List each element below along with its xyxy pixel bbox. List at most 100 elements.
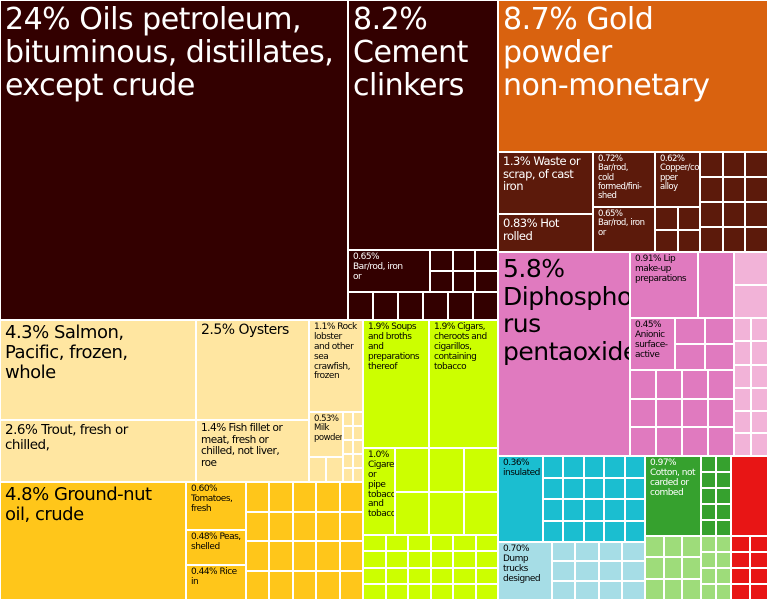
filler-tile — [604, 477, 625, 499]
tile-oils-petroleum: 24% Oils petroleum, bituminous, distilla… — [0, 0, 348, 320]
filler-tile — [701, 504, 716, 520]
filler-tile — [269, 570, 293, 600]
tile-label-ground-nut-oil: 4.8% Ground-nut oil, crude — [5, 484, 152, 525]
tile-label-bar-rod-iron: 0.65% Bar/rod, iron or — [598, 209, 645, 238]
filler-tile — [749, 536, 768, 552]
tile-label-cement-clinkers: 8.2% Cement clinkers — [353, 2, 468, 103]
tile-copper-alloy: 0.62% Copper/co- pper alloy — [655, 152, 700, 207]
filler-tile — [316, 541, 340, 571]
filler-tile — [701, 520, 716, 536]
filler-tile — [552, 580, 576, 600]
filler-tile — [716, 504, 731, 520]
tile-label-cotton: 0.97% Cotton, not carded or combed — [650, 458, 696, 498]
filler-tile — [246, 541, 270, 571]
filler-tile — [543, 456, 564, 478]
tile-oysters: 2.5% Oysters — [196, 320, 309, 420]
tile-rice: 0.44% Rice in — [186, 565, 246, 600]
tile-label-milk-powder: 0.53% Milk powder — [314, 414, 343, 443]
tile-label-fish-fillet: 1.4% Fish fillet or meat, fresh or chill… — [201, 422, 283, 469]
filler-tile — [749, 568, 768, 584]
filler-tile — [575, 580, 599, 600]
filler-tile — [645, 557, 664, 579]
filler-tile — [621, 542, 645, 562]
tile-cigarette-tobacco: 1.0% Cigarette or pipe tobacco and tobac… — [363, 448, 395, 535]
tile-label-salt: 0.65% Bar/rod, iron or — [353, 252, 403, 282]
filler-tile — [722, 152, 746, 177]
filler-tile — [475, 551, 498, 568]
filler-tile — [339, 482, 363, 512]
filler-tile — [430, 583, 453, 600]
filler-tile — [395, 448, 430, 492]
filler-tile — [429, 448, 464, 492]
filler-tile — [430, 567, 453, 584]
tile-hot-rolled: 0.83% Hot rolled — [498, 214, 593, 252]
filler-tile — [716, 584, 731, 600]
filler-tile — [292, 511, 317, 541]
filler-tile — [656, 398, 682, 428]
filler-tile — [624, 456, 645, 478]
tile-label-peas: 0.48% Peas, shelled — [191, 532, 241, 552]
filler-tile — [292, 541, 317, 571]
filler-tile — [385, 535, 408, 552]
filler-tile — [269, 541, 293, 571]
filler-tile — [734, 433, 751, 456]
filler-tile — [630, 398, 656, 428]
filler-tile — [655, 229, 678, 252]
filler-tile — [339, 541, 363, 571]
filler-tile — [348, 292, 373, 320]
filler-tile — [751, 341, 768, 365]
filler-tile — [731, 584, 750, 600]
filler-tile — [316, 511, 340, 541]
tile-salt: 0.65% Bar/rod, iron or — [348, 250, 430, 292]
filler-tile — [675, 318, 705, 344]
filler-tile — [751, 410, 768, 434]
filler-tile — [543, 520, 564, 542]
filler-tile — [700, 202, 723, 227]
filler-tile — [716, 552, 731, 568]
tile-label-cigars: 1.9% Cigars, cheroots and cigarillos, co… — [434, 322, 487, 372]
filler-tile — [722, 227, 746, 252]
filler-tile — [583, 520, 605, 542]
filler-tile — [408, 551, 431, 568]
filler-tile — [655, 207, 678, 230]
filler-tile — [475, 271, 498, 292]
filler-tile — [751, 364, 768, 388]
filler-tile — [395, 491, 430, 535]
filler-tile — [453, 551, 476, 568]
filler-tile — [734, 341, 751, 365]
filler-tile — [423, 292, 448, 320]
filler-tile — [543, 499, 564, 521]
filler-tile — [343, 468, 353, 482]
filler-tile — [604, 520, 625, 542]
tile-trout: 2.6% Trout, fresh or chilled, — [0, 420, 196, 482]
tile-label-oils-petroleum: 24% Oils petroleum, bituminous, distilla… — [5, 2, 334, 103]
tile-label-anionic-surface-active: 0.45% Anionic surface- active — [635, 320, 668, 360]
tile-label-cigarette-tobacco: 1.0% Cigarette or pipe tobacco and tobac… — [368, 450, 395, 520]
filler-tile — [563, 520, 584, 542]
filler-tile — [734, 410, 751, 434]
filler-tile — [575, 542, 599, 562]
tile-tomatoes: 0.60% Tomatoes, fresh — [186, 482, 246, 530]
filler-tile — [716, 536, 731, 552]
tile-cement-clinkers: 8.2% Cement clinkers — [348, 0, 498, 250]
filler-tile — [353, 468, 363, 482]
filler-tile — [343, 412, 353, 426]
filler-tile — [463, 491, 498, 535]
filler-tile — [473, 292, 498, 320]
filler-tile — [751, 433, 768, 456]
filler-tile — [339, 511, 363, 541]
filler-tile — [701, 536, 716, 552]
filler-tile — [246, 570, 270, 600]
filler-tile — [734, 364, 751, 388]
filler-tile — [563, 499, 584, 521]
filler-tile — [453, 583, 476, 600]
tile-bar-rod-cold-formed: 0.72% Bar/rod, cold formed/fini- shed — [593, 152, 655, 207]
filler-tile — [552, 561, 576, 581]
tile-diphosphorus: 5.8% Diphospho- rus pentaoxide — [498, 252, 630, 456]
tile-insulated: 0.36% insulated — [498, 456, 543, 542]
filler-tile — [339, 570, 363, 600]
filler-tile — [430, 551, 453, 568]
filler-tile — [363, 535, 386, 552]
filler-tile — [645, 578, 664, 600]
filler-tile — [701, 568, 716, 584]
